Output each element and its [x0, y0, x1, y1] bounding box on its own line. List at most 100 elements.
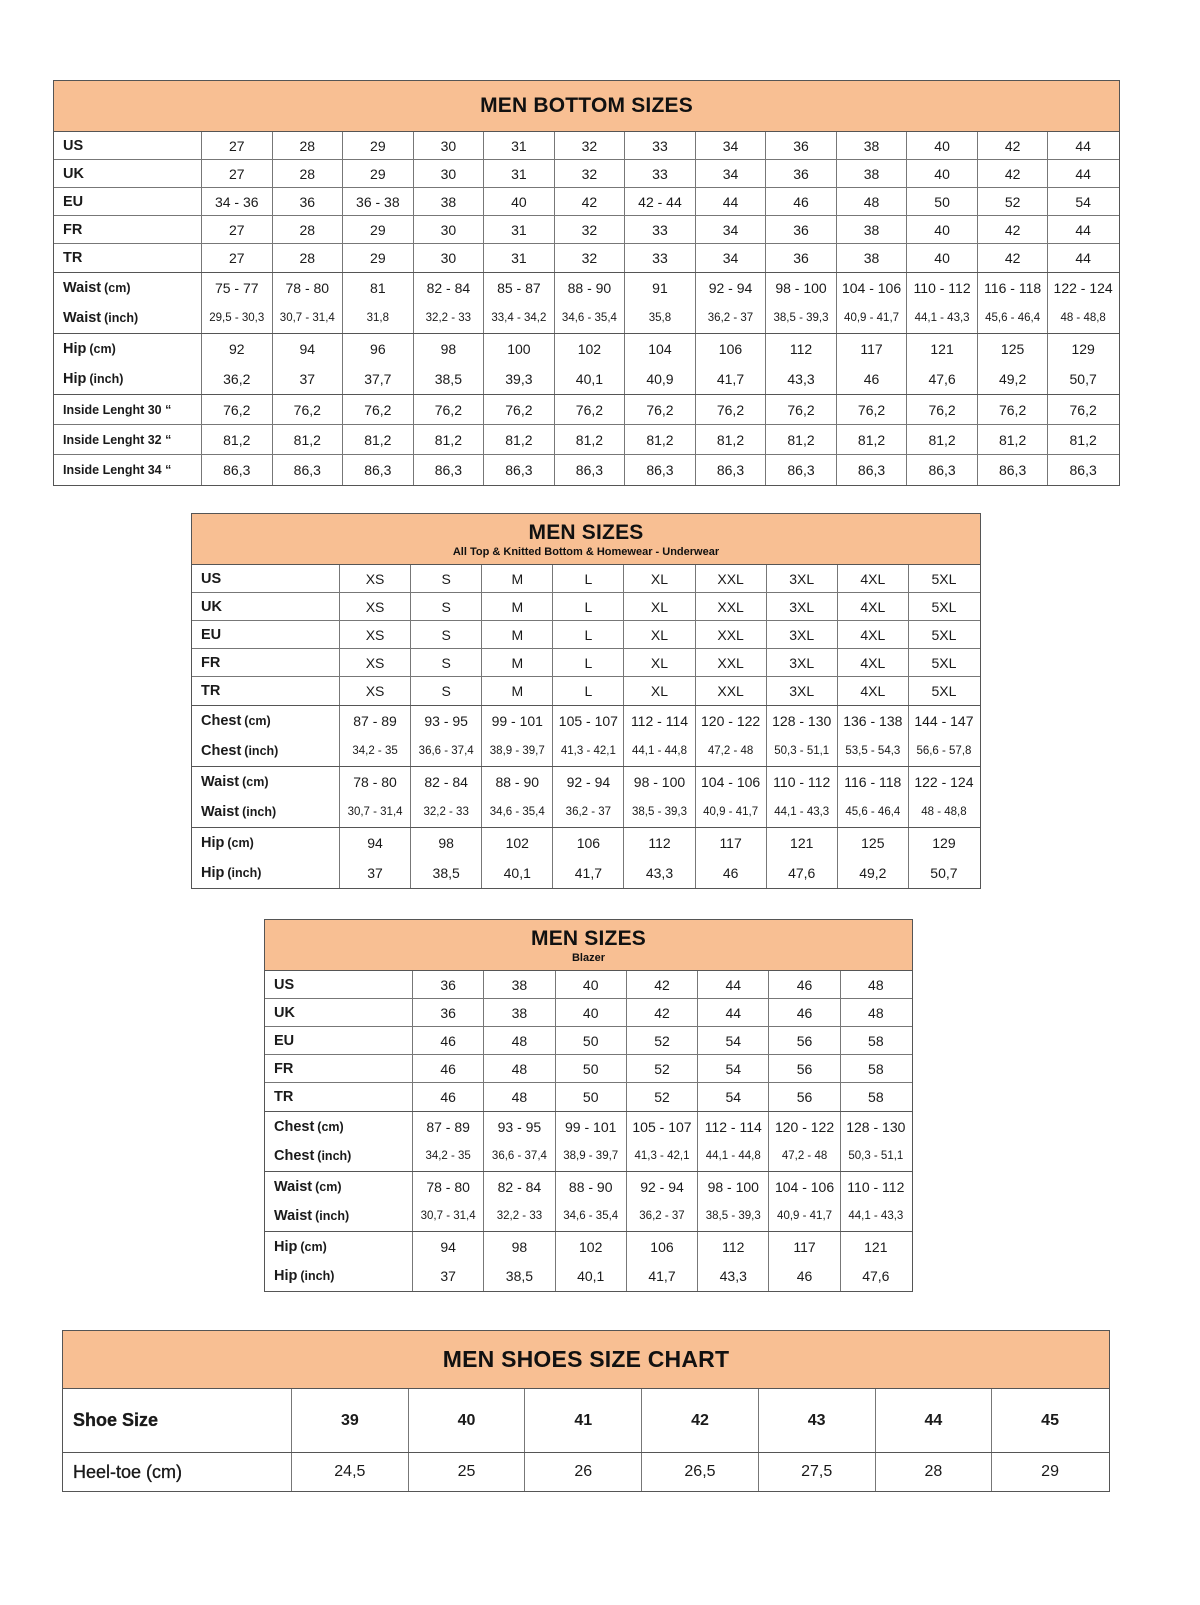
value-cell: 93 - 95 — [410, 706, 481, 736]
row-label-text: Hip — [63, 371, 87, 387]
table-row: FR 46 48 50 52 54 56 58 — [265, 1055, 912, 1083]
row-label: US — [54, 132, 201, 159]
value-cell: 5XL — [907, 593, 979, 620]
value-cell: 120 - 122 — [694, 706, 766, 736]
value-cell: 41 — [524, 1389, 641, 1452]
table-row: US 36 38 40 42 44 46 48 — [265, 971, 912, 999]
row-label-text: Chest — [201, 713, 242, 729]
men-bottom-sizes-table: MEN BOTTOM SIZES US 27 28 29 30 31 32 33 34 36 38 40… — [53, 80, 1120, 486]
value-cell: 88 - 90 — [553, 273, 625, 303]
value-cell: M — [481, 593, 552, 620]
row-label-text: Waist — [201, 804, 240, 820]
value-cell: 106 — [552, 828, 623, 858]
value-cell: 32 — [553, 216, 625, 243]
value-cell: 36,2 - 37 — [694, 303, 766, 333]
value-cell: 136 - 138 — [836, 706, 908, 736]
value-cell: 24,5 — [291, 1453, 408, 1491]
value-cell: 44,1 - 43,3 — [839, 1201, 911, 1231]
table-row: Waist (inch) 29,5 - 30,3 30,7 - 31,4 31,8 32,… — [54, 303, 1119, 333]
value-cell: 44,1 - 43,3 — [765, 797, 837, 827]
value-cell: XS — [339, 677, 410, 705]
value-cell: 56,6 - 57,8 — [907, 736, 979, 766]
row-label-text: Shoe Size — [73, 1410, 159, 1430]
value-cell: XXL — [694, 565, 766, 592]
row-label-unit: (cm) — [104, 281, 131, 295]
value-cell: 34,2 - 35 — [412, 1141, 483, 1171]
value-cell: 86,3 — [201, 455, 272, 485]
value-cell: 40,9 - 41,7 — [694, 797, 766, 827]
value-cell: 76,2 — [835, 395, 907, 424]
row-label-unit: (cm) — [227, 836, 254, 850]
value-cell: 4XL — [836, 621, 908, 648]
value-cell: 30,7 - 31,4 — [412, 1201, 483, 1231]
value-cell: 117 — [694, 828, 766, 858]
value-cell: 42 — [976, 132, 1048, 159]
value-cell: 98 — [412, 334, 484, 364]
value-cell: 5XL — [907, 677, 979, 705]
value-cell: 52 — [625, 1027, 697, 1054]
value-cell: 33 — [624, 244, 695, 272]
value-cell: 27 — [201, 216, 272, 243]
value-cell: 44,1 - 44,8 — [623, 736, 694, 766]
value-cell: L — [552, 565, 623, 592]
value-cell: 105 - 107 — [625, 1112, 697, 1142]
value-cell: 54 — [1047, 188, 1118, 215]
value-cell: 81,2 — [1047, 425, 1118, 454]
value-cell: 92 - 94 — [552, 767, 623, 797]
table-row: US XS S M L XL XXL 3XL 4XL 5XL — [192, 565, 980, 593]
value-cell: 128 - 130 — [765, 706, 837, 736]
value-cell: 27 — [201, 160, 272, 187]
value-cell: 42 — [976, 216, 1048, 243]
row-label-text: US — [63, 137, 84, 154]
value-cell: 36,6 - 37,4 — [483, 1141, 554, 1171]
value-cell: M — [481, 677, 552, 705]
value-cell: 35,8 — [624, 303, 695, 333]
value-cell: 112 - 114 — [623, 706, 694, 736]
value-cell: 49,2 — [836, 858, 908, 888]
value-cell: 100 — [483, 334, 554, 364]
value-cell: 46 — [412, 1055, 483, 1082]
value-cell: 81,2 — [906, 425, 977, 454]
value-cell: 121 — [906, 334, 977, 364]
row-label-text: Waist — [201, 774, 240, 790]
value-cell: 75 - 77 — [201, 273, 272, 303]
row-label-text: EU — [274, 1032, 295, 1049]
value-cell: M — [481, 565, 552, 592]
value-cell: 30 — [412, 132, 484, 159]
value-cell: 106 — [694, 334, 766, 364]
value-cell: 46 — [768, 999, 839, 1026]
row-label: Hip (inch) — [192, 858, 339, 888]
men-sizes-blazer-table: MEN SIZES Blazer US 36 38 40 42 44 46 48 UK 36 38 40 4… — [264, 919, 913, 1292]
row-group: Hip (cm) 94 98 102 106 112 117 121 Hip (inch) 37 38,… — [265, 1232, 912, 1291]
row-label-text: Hip — [201, 865, 225, 881]
value-cell: 116 - 118 — [836, 767, 908, 797]
value-cell: 29 — [342, 244, 413, 272]
value-cell: 31 — [483, 216, 554, 243]
table-header: MEN SIZES All Top & Knitted Bottom & Home… — [192, 514, 980, 565]
value-cell: 81,2 — [694, 425, 766, 454]
value-cell: 78 - 80 — [271, 273, 343, 303]
value-cell: 40 — [906, 244, 977, 272]
value-cell: 44 — [874, 1389, 992, 1452]
value-cell: 38,5 — [412, 364, 484, 394]
value-cell: 98 - 100 — [623, 767, 694, 797]
row-label: TR — [54, 244, 201, 272]
row-label-text: Chest — [274, 1118, 315, 1135]
row-label: Inside Lenght 30 “ — [54, 395, 201, 424]
table-header: MEN BOTTOM SIZES — [54, 81, 1119, 132]
value-cell: 32,2 - 33 — [412, 303, 484, 333]
table-row: Chest (inch) 34,2 - 35 36,6 - 37,4 38,9 - 39… — [265, 1141, 912, 1171]
value-cell: 40 — [554, 999, 626, 1026]
value-cell: 104 - 106 — [835, 273, 907, 303]
value-cell: 56 — [768, 1055, 839, 1082]
table-row: Hip (cm) 92 94 96 98 100 102 104 106 112 117 121 125 1… — [54, 334, 1119, 364]
value-cell: 29,5 - 30,3 — [201, 303, 272, 333]
value-cell: 82 - 84 — [412, 273, 484, 303]
value-cell: 40,1 — [481, 858, 552, 888]
row-label: Hip (cm) — [265, 1232, 412, 1262]
row-label-text: Inside Lenght 30 “ — [63, 402, 172, 417]
value-cell: 4XL — [836, 677, 908, 705]
value-cell: 38 — [835, 216, 907, 243]
value-cell: 76,2 — [765, 395, 836, 424]
value-cell: 40 — [483, 188, 554, 215]
